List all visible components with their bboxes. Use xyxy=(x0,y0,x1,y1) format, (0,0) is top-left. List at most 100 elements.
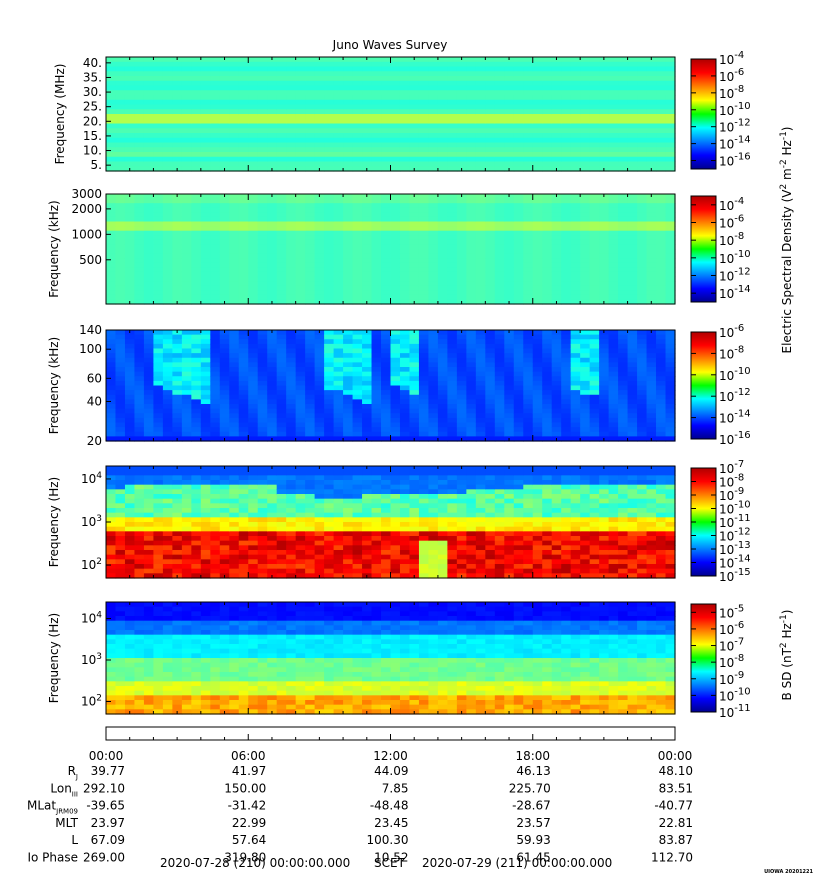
spectrogram-cell xyxy=(447,230,458,236)
spectrogram-cell xyxy=(352,299,363,305)
spectrogram-cell xyxy=(561,371,572,377)
spectrogram-cell xyxy=(362,267,373,273)
spectrogram-cell xyxy=(238,194,249,200)
spectrogram-cell xyxy=(352,152,363,158)
spectrogram-cell xyxy=(134,484,145,490)
spectrogram-cell xyxy=(599,230,610,236)
spectrogram-cell xyxy=(390,380,401,387)
spectrogram-cell xyxy=(106,554,117,560)
spectrogram-cell xyxy=(390,99,401,106)
spectrogram-cell xyxy=(106,390,117,396)
spectrogram-cell xyxy=(561,66,572,72)
spectrogram-cell xyxy=(561,156,572,163)
spectrogram-cell xyxy=(466,394,477,400)
spectrogram-cell xyxy=(504,290,515,296)
spectrogram-cell xyxy=(627,299,638,305)
spectrogram-cell xyxy=(665,436,676,442)
spectrogram-cell xyxy=(561,230,572,236)
spectrogram-cell xyxy=(390,57,401,63)
spectrogram-cell xyxy=(466,334,477,340)
spectrogram-cell xyxy=(599,203,610,209)
spectrogram-cell xyxy=(466,156,477,163)
spectrogram-cell xyxy=(229,371,240,377)
spectrogram-cell xyxy=(485,249,496,255)
spectrogram-cell xyxy=(229,436,240,442)
spectrogram-cell xyxy=(257,550,268,556)
spectrogram-cell xyxy=(551,239,562,246)
spectrogram-cell xyxy=(428,61,439,68)
spectrogram-cell xyxy=(295,239,306,246)
spectrogram-cell xyxy=(362,367,373,373)
spectrogram-cell xyxy=(305,343,316,350)
spectrogram-cell xyxy=(162,436,173,442)
spectrogram-cell xyxy=(210,76,221,82)
spectrogram-cell xyxy=(371,343,382,350)
spectrogram-cell xyxy=(523,362,534,368)
spectrogram-cell xyxy=(172,489,183,495)
spectrogram-cell xyxy=(229,267,240,273)
spectrogram-cell xyxy=(172,399,183,405)
spectrogram-cell xyxy=(570,194,581,200)
spectrogram-cell xyxy=(134,498,145,504)
spectrogram-cell xyxy=(352,194,363,200)
spectrogram-cell xyxy=(324,404,335,410)
spectrogram-cell xyxy=(134,357,145,363)
spectrogram-cell xyxy=(153,294,164,301)
spectrogram-cell xyxy=(153,413,164,419)
spectrogram-cell xyxy=(305,203,316,209)
spectrogram-cell xyxy=(210,258,221,264)
spectrogram-cell xyxy=(200,436,211,442)
spectrogram-cell xyxy=(447,390,458,396)
spectrogram-cell xyxy=(371,362,382,368)
spectrogram-cell xyxy=(115,267,126,273)
spectrogram-cell xyxy=(324,137,335,144)
spectrogram-cell xyxy=(523,239,534,246)
spectrogram-cell xyxy=(381,147,392,153)
spectrogram-cell xyxy=(580,299,591,305)
spectrogram-cell xyxy=(627,249,638,255)
spectrogram-cell xyxy=(475,85,486,91)
spectrogram-cell xyxy=(437,294,448,301)
spectrogram-cell xyxy=(570,253,581,259)
spectrogram-cell xyxy=(134,258,145,264)
spectrogram-cell xyxy=(494,216,505,223)
spectrogram-cell xyxy=(608,198,619,204)
spectrogram-cell xyxy=(656,253,667,259)
y-axis-label: Frequency (kHz) xyxy=(47,200,61,297)
spectrogram-cell xyxy=(561,221,572,227)
spectrogram-cell xyxy=(314,339,325,345)
spectrogram-cell xyxy=(181,128,192,134)
spectrogram-cell xyxy=(248,399,259,405)
spectrogram-cell xyxy=(371,114,382,120)
spectrogram-cell xyxy=(646,152,657,158)
spectrogram-cell xyxy=(437,203,448,209)
spectrogram-cell xyxy=(447,417,458,424)
spectrogram-cell xyxy=(229,380,240,387)
spectrogram-cell xyxy=(418,194,430,200)
spectrogram-cell xyxy=(124,503,136,509)
spectrogram-cell xyxy=(608,216,619,223)
spectrogram-cell xyxy=(143,76,155,82)
spectrogram-cell xyxy=(200,380,211,387)
spectrogram-cell xyxy=(428,271,439,278)
spectrogram-cell xyxy=(523,76,534,82)
spectrogram-cell xyxy=(485,380,496,387)
spectrogram-cell xyxy=(646,142,657,148)
spectrogram-cell xyxy=(153,281,164,287)
spectrogram-cell xyxy=(115,212,126,218)
spectrogram-cell xyxy=(494,390,505,396)
spectrogram-cell xyxy=(276,118,287,125)
spectrogram-cell xyxy=(608,394,619,400)
colorbar-tick-label: 10-4 xyxy=(719,50,744,67)
spectrogram-cell xyxy=(399,258,411,264)
spectrogram-cell xyxy=(229,290,240,296)
spectrogram-cell xyxy=(248,221,259,227)
spectrogram-cell xyxy=(106,276,117,282)
spectrogram-cell xyxy=(523,330,534,336)
spectrogram-cell xyxy=(257,152,268,158)
spectrogram-cell xyxy=(238,123,249,129)
spectrogram-cell xyxy=(248,480,259,486)
spectrogram-cell xyxy=(428,244,439,250)
spectrogram-cell xyxy=(589,390,600,396)
spectrogram-cell xyxy=(523,281,534,287)
